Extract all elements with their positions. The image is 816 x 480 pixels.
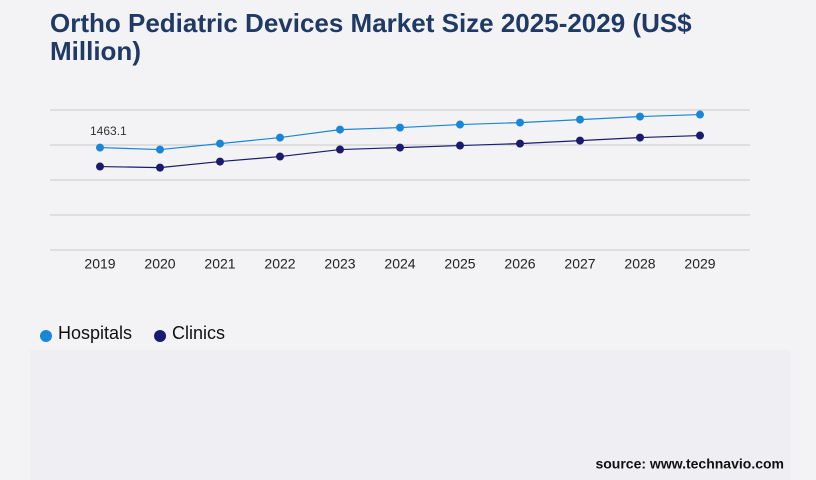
data-point bbox=[336, 145, 344, 154]
x-tick-label: 2024 bbox=[384, 256, 415, 272]
data-point bbox=[216, 139, 224, 148]
x-tick-label: 2027 bbox=[564, 256, 595, 272]
data-point bbox=[636, 112, 644, 121]
chart-title: Ortho Pediatric Devices Market Size 2025… bbox=[50, 8, 692, 66]
x-tick-label: 2025 bbox=[444, 256, 475, 272]
data-point bbox=[276, 152, 284, 161]
legend-label: Hospitals bbox=[58, 323, 132, 343]
x-tick-label: 2022 bbox=[264, 256, 295, 272]
x-tick-label: 2023 bbox=[324, 256, 355, 272]
source: source: www.technavio.com bbox=[595, 456, 784, 472]
data-point bbox=[96, 143, 104, 152]
data-point bbox=[516, 139, 524, 148]
data-point bbox=[576, 115, 584, 124]
x-tick-label: 2029 bbox=[684, 256, 715, 272]
data-point bbox=[276, 133, 284, 142]
data-point bbox=[516, 118, 524, 127]
data-point bbox=[156, 145, 164, 154]
data-point bbox=[696, 110, 704, 119]
title-line: Ortho Pediatric Devices Market Size 2025… bbox=[50, 8, 692, 38]
data-point bbox=[336, 125, 344, 134]
footer-panel bbox=[30, 350, 790, 480]
x-tick-label: 2026 bbox=[504, 256, 535, 272]
data-point bbox=[636, 133, 644, 142]
data-point bbox=[216, 157, 224, 166]
data-point bbox=[696, 131, 704, 140]
data-point bbox=[156, 163, 164, 172]
data-point bbox=[396, 143, 404, 152]
x-tick-label: 2021 bbox=[204, 256, 235, 272]
x-tick-label: 2020 bbox=[144, 256, 175, 272]
legend-marker bbox=[40, 330, 52, 342]
x-tick-label: 2028 bbox=[624, 256, 655, 272]
data-point bbox=[456, 141, 464, 150]
data-point bbox=[396, 123, 404, 132]
legend-marker bbox=[154, 330, 167, 342]
data-point bbox=[456, 120, 464, 129]
title-line: Million) bbox=[50, 36, 141, 66]
data-label: 1463.1 bbox=[90, 124, 127, 138]
data-point bbox=[576, 136, 584, 145]
legend-label: Clinics bbox=[172, 323, 225, 343]
x-tick-label: 2019 bbox=[84, 256, 115, 272]
data-point bbox=[96, 162, 104, 171]
